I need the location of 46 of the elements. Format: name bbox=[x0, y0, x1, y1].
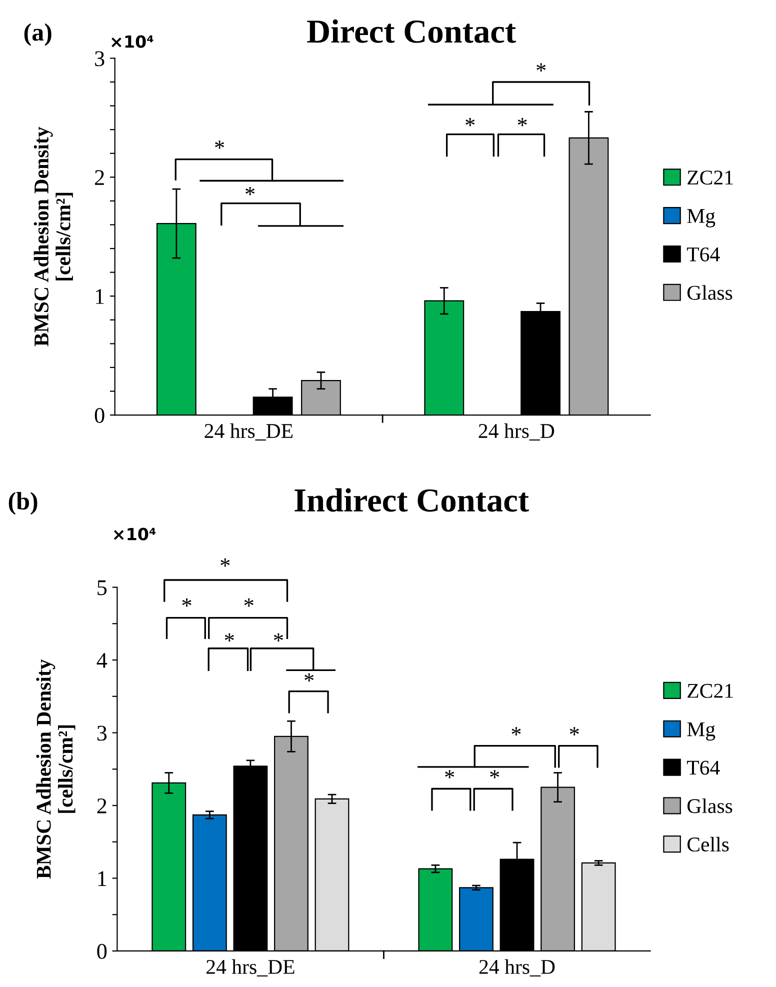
annotation: * bbox=[518, 118, 527, 126]
annotation: * bbox=[215, 140, 224, 149]
legend-label: Cells bbox=[687, 836, 729, 852]
y-axis-title: BMSC Adhesion Density [cells/cm²] bbox=[34, 126, 73, 346]
annotation: * bbox=[274, 633, 283, 642]
annotation: * bbox=[224, 633, 234, 642]
y-tick-label: 2 bbox=[94, 170, 104, 185]
legend-label: T64 bbox=[686, 247, 720, 262]
text: * bbox=[220, 558, 230, 567]
annotation: * bbox=[244, 598, 254, 607]
x-tick-label: 24 hrs_D bbox=[479, 959, 555, 976]
x-tick-label: 24 hrs_DE bbox=[206, 959, 294, 976]
text: (b) bbox=[8, 492, 38, 515]
y-tick-label: 3 bbox=[97, 726, 107, 741]
text: ×10⁴ bbox=[112, 35, 154, 48]
annotation: * bbox=[246, 186, 255, 196]
legend-label: ZC21 bbox=[688, 684, 733, 698]
annotation: * bbox=[512, 727, 521, 736]
y-tick-label: 0 bbox=[97, 944, 107, 959]
annotation: * bbox=[304, 673, 314, 682]
y-tick-label: 2 bbox=[97, 798, 106, 814]
y-tick-label: 1 bbox=[96, 289, 104, 304]
annotation: * bbox=[570, 727, 579, 736]
x-tick-label: 24 hrs_D bbox=[478, 423, 554, 441]
annotation: * bbox=[536, 63, 546, 72]
x-tick-label: 24 hrs_DE bbox=[204, 423, 293, 441]
y-tick-label: 5 bbox=[98, 580, 107, 596]
text: ×10⁴ bbox=[114, 528, 156, 540]
chart-title: Indirect Contact bbox=[294, 488, 529, 512]
legend-label: Mg bbox=[687, 722, 716, 741]
annotation: * bbox=[466, 118, 475, 126]
y-tick-label: 3 bbox=[95, 51, 104, 66]
annotation: * bbox=[490, 770, 500, 778]
legend-label: Glass bbox=[687, 798, 732, 814]
text: (a) bbox=[24, 23, 52, 46]
legend-label: T64 bbox=[687, 760, 720, 775]
legend-label: Glass bbox=[687, 285, 732, 300]
legend-label: Mg bbox=[687, 209, 716, 228]
annotation: * bbox=[182, 598, 192, 607]
y-tick-label: 4 bbox=[96, 653, 108, 668]
y-tick-label: 1 bbox=[98, 871, 106, 886]
y-axis-title: BMSC Adhesion Density [cells/cm²] bbox=[36, 659, 76, 879]
legend-label: ZC21 bbox=[688, 170, 733, 185]
chart-title: Direct Contact bbox=[307, 19, 516, 43]
y-tick-label: 0 bbox=[94, 408, 104, 423]
annotation: * bbox=[445, 770, 454, 778]
